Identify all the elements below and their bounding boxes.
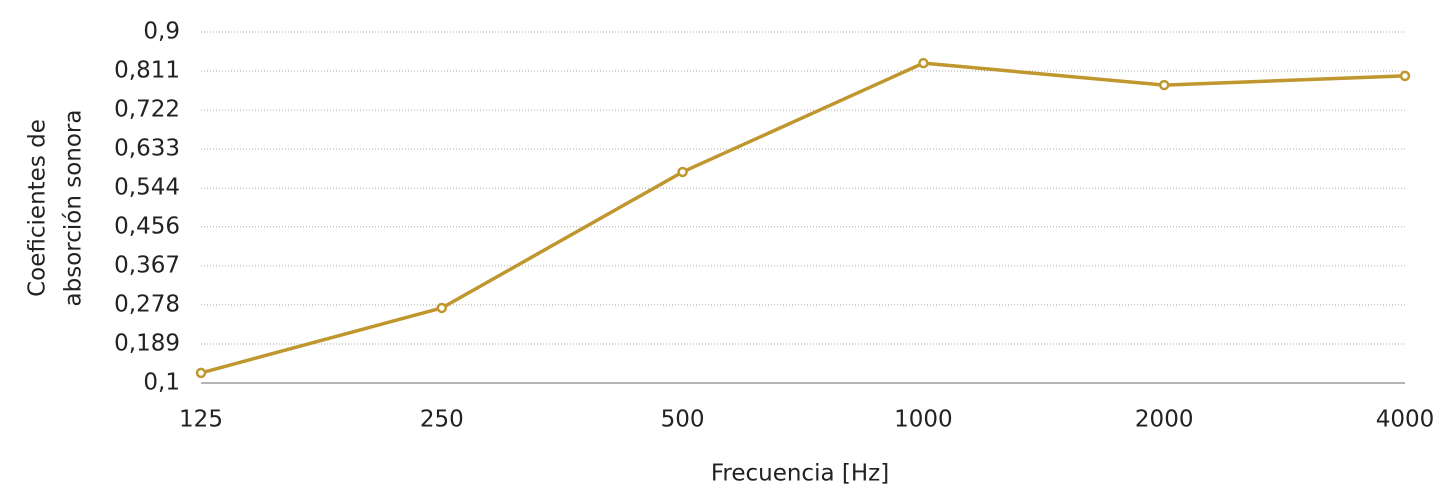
y-tick-label: 0,544 [114, 175, 180, 201]
x-tick-label: 250 [420, 407, 464, 433]
y-axis-label: absorción sonora [61, 110, 87, 307]
y-tick-label: 0,1 [143, 370, 180, 396]
y-tick-label: 0,811 [114, 58, 180, 84]
x-tick-label: 1000 [894, 407, 953, 433]
x-tick-label: 4000 [1376, 407, 1435, 433]
y-tick-label: 0,722 [114, 97, 180, 123]
line [200, 61, 1406, 375]
y-tick-label: 0,9 [143, 19, 180, 45]
point [1399, 70, 1411, 82]
y-tick-label: 0,456 [114, 213, 180, 239]
x-axis-label: Frecuencia [Hz] [711, 461, 889, 487]
y-tick-label: 0,367 [114, 252, 180, 278]
x-tick-label: 2000 [1135, 407, 1194, 433]
y-tick-label: 0,633 [114, 136, 180, 162]
y-axis-label: Coeficientes de [25, 119, 51, 297]
point [436, 302, 448, 314]
y-tick-label: 0,189 [114, 330, 180, 356]
point [195, 367, 207, 379]
y-tick-label: 0,278 [114, 291, 180, 317]
point [1158, 79, 1170, 91]
x-tick-label: 125 [179, 407, 223, 433]
point [918, 57, 929, 69]
point [677, 166, 688, 178]
x-tick-label: 500 [661, 407, 705, 433]
